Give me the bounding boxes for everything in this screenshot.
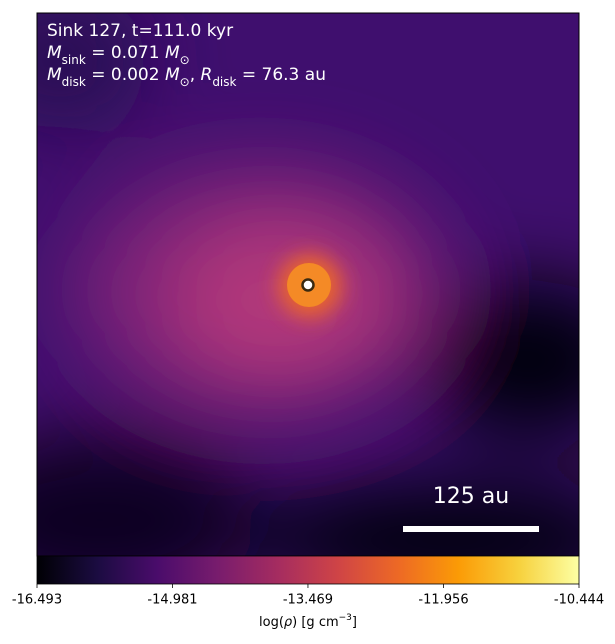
annotation-part: M	[47, 65, 62, 85]
colorbar-tick-label: -11.956	[418, 593, 468, 608]
annotation-part: M	[165, 43, 180, 63]
colorbar-label-part: ρ	[284, 615, 293, 630]
colorbar-tick-label: -10.444	[554, 593, 604, 608]
annotation-part: disk	[62, 75, 86, 89]
annotation-part: disk	[212, 75, 236, 89]
annotation-part: ⊙	[180, 75, 190, 89]
annotation: Sink 127, t=111.0 kyr	[47, 21, 233, 41]
colorbar-tick-label: -14.981	[147, 593, 197, 608]
colorbar-label-part: ) [g cm	[292, 615, 338, 630]
annotation: Msink = 0.071 M⊙	[47, 43, 190, 67]
annotation-part: sink	[62, 53, 86, 67]
colorbar-label-part: ]	[352, 615, 357, 630]
annotation-part: Sink 127, t=111.0 kyr	[47, 21, 233, 41]
scale-bar	[403, 526, 539, 532]
colorbar-axis: -16.493 -14.981 -13.469 -11.956 -10.444	[12, 584, 604, 608]
annotation-part: M	[165, 65, 180, 85]
annotation-part: R	[201, 65, 213, 85]
sink-marker	[301, 278, 315, 292]
colorbar	[36, 555, 580, 585]
annotation: Mdisk = 0.002 M⊙, Rdisk = 76.3 au	[47, 65, 326, 89]
annotation-part: = 0.071	[86, 43, 165, 63]
annotation-part: = 0.002	[86, 65, 165, 85]
scale-bar-label: 125 au	[433, 484, 509, 509]
annotation-part: M	[47, 43, 62, 63]
annotation-part: = 76.3 au	[236, 65, 326, 85]
annotation-part: ,	[190, 65, 201, 85]
colorbar-label-part: log(	[259, 615, 284, 630]
colorbar-tick-label: -16.493	[12, 593, 62, 608]
colorbar-label: log(ρ) [g cm−3]	[259, 613, 357, 630]
annotation-part: ⊙	[180, 53, 190, 67]
colorbar-tick-label: -13.469	[283, 593, 333, 608]
colorbar-label-part: −3	[339, 613, 352, 623]
